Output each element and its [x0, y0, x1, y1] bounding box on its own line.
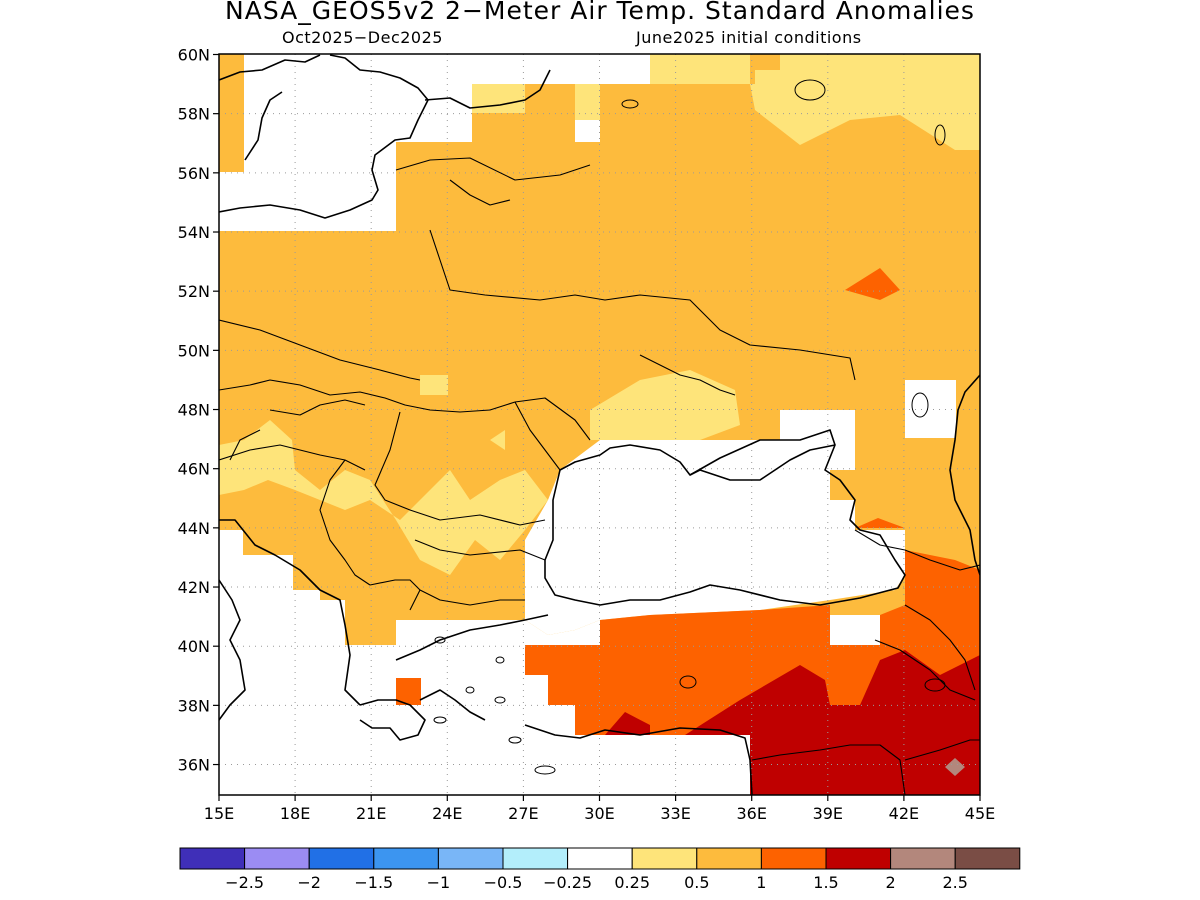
colorbar-swatch [437, 847, 504, 870]
colorbar-label: −1 [427, 873, 451, 892]
lon-tick-label: 45E [965, 804, 995, 823]
colorbar-label: −1.5 [354, 873, 393, 892]
colorbar-swatch [760, 847, 827, 870]
colorbar-swatch [308, 847, 375, 870]
lon-tick-label: 27E [508, 804, 538, 823]
lat-tick-label: 42N [178, 578, 210, 597]
lon-tick-label: 30E [584, 804, 614, 823]
country-borders [219, 157, 980, 795]
lat-tick-label: 40N [178, 637, 210, 656]
lon-tick-label: 39E [813, 804, 843, 823]
colorbar-label: −0.25 [543, 873, 592, 892]
latitude-axis: 60N 58N 56N 54N 52N 50N 48N 46N 44N 42N 40N 38N 36N [178, 46, 219, 775]
lon-tick-label: 42E [889, 804, 919, 823]
colorbar-swatch [244, 847, 310, 870]
colorbar-swatch [825, 847, 892, 870]
field-brown [945, 758, 965, 776]
colorbar-label: −2 [297, 873, 321, 892]
lon-tick-label: 33E [660, 804, 690, 823]
colorbar-label: 2.5 [942, 873, 967, 892]
lat-tick-label: 52N [178, 282, 210, 301]
coastlines [219, 54, 980, 795]
lat-tick-label: 50N [178, 341, 210, 360]
colorbar-label: 0.5 [684, 873, 709, 892]
lat-tick-label: 46N [178, 460, 210, 479]
near-zero-regions [219, 54, 956, 795]
lat-tick-label: 44N [178, 519, 210, 538]
colorbar-swatch [696, 847, 762, 870]
colorbar-label: 1 [756, 873, 766, 892]
field-light-yellow [219, 54, 980, 575]
lat-tick-label: 60N [178, 46, 210, 65]
grid-lines [219, 54, 980, 795]
map-title: NASA_GEOS5v2 2−Meter Air Temp. Standard … [225, 0, 975, 25]
colorbar-swatch [502, 847, 569, 870]
colorbar-swatch [373, 847, 439, 870]
colorbar-swatch [567, 847, 633, 870]
lon-tick-label: 24E [432, 804, 462, 823]
forecast-period: Oct2025−Dec2025 [282, 28, 443, 47]
longitude-axis: 15E 18E 21E 24E 27E 30E 33E 36E 39E 42E 45E [204, 795, 995, 823]
islands [433, 79, 946, 775]
colorbar-label: 1.5 [813, 873, 838, 892]
lat-tick-label: 58N [178, 105, 210, 124]
colorbar-swatch [631, 847, 698, 870]
lat-tick-label: 38N [178, 696, 210, 715]
lat-tick-label: 56N [178, 164, 210, 183]
lat-tick-label: 48N [178, 401, 210, 420]
colorbar-swatch [954, 847, 1021, 870]
anomaly-fields [219, 54, 980, 795]
lon-tick-label: 21E [356, 804, 386, 823]
colorbar-label: −2.5 [225, 873, 264, 892]
initial-conditions: June2025 initial conditions [636, 28, 862, 47]
colorbar-swatch [179, 847, 246, 870]
colorbar-label: 0.25 [614, 873, 650, 892]
colorbar-label: 2 [886, 873, 896, 892]
lon-tick-label: 15E [204, 804, 234, 823]
colorbar: −2.5 −2 −1.5 −1 −0.5 −0.25 0.25 0.5 1 1.5 2 2.5 [179, 847, 1021, 892]
colorbar-swatch [890, 847, 956, 870]
lat-tick-label: 54N [178, 223, 210, 242]
lon-tick-label: 18E [280, 804, 310, 823]
lon-tick-label: 36E [736, 804, 766, 823]
colorbar-label: −0.5 [484, 873, 523, 892]
lat-tick-label: 36N [178, 756, 210, 775]
